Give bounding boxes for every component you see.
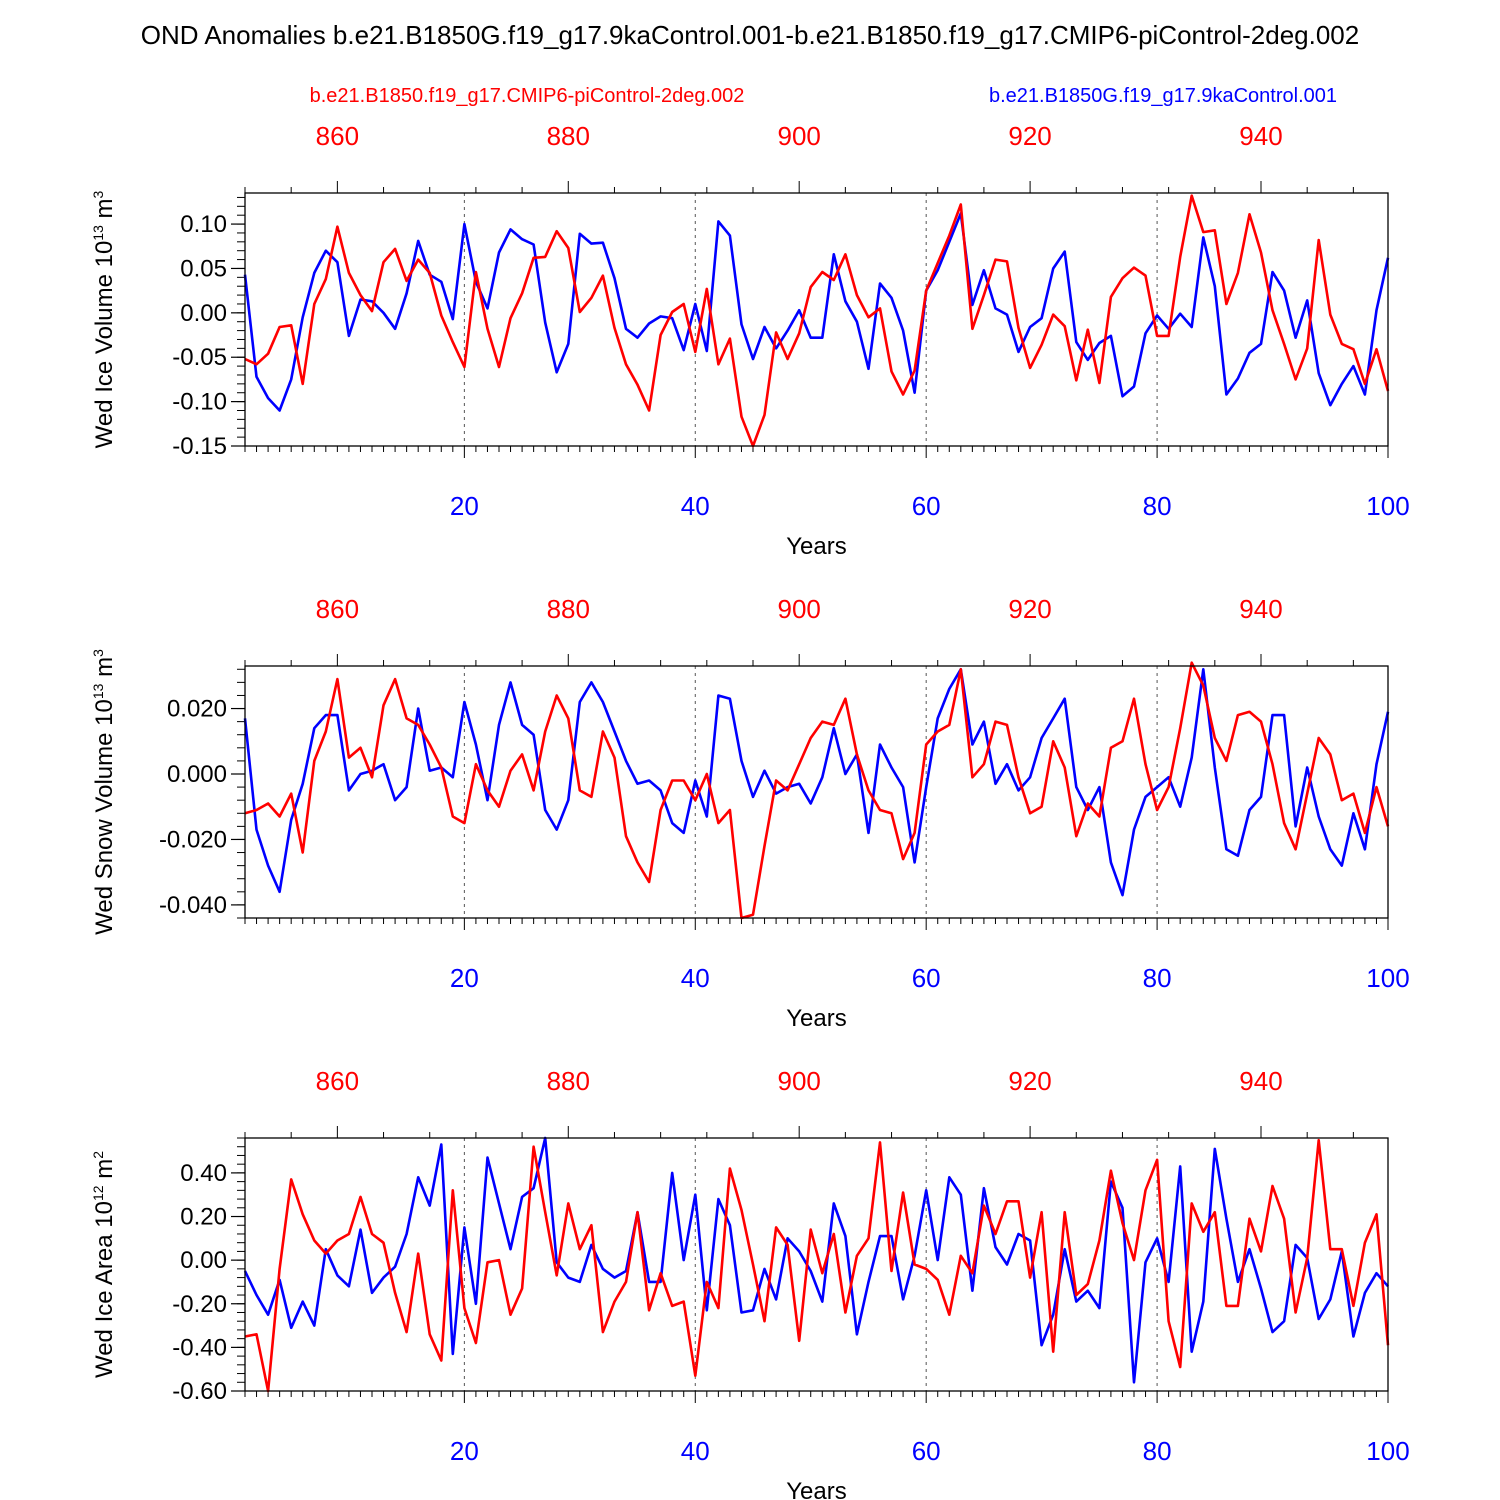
y-label-superscript: 3 <box>90 649 106 657</box>
y-tick-label: -0.05 <box>172 344 227 371</box>
y-tick-label: -0.60 <box>172 1378 227 1405</box>
y-axis-label: Wed Ice Volume 1013 m3 <box>90 190 118 448</box>
x-bottom-tick-label: 80 <box>1143 491 1172 521</box>
x-bottom-tick-label: 80 <box>1143 963 1172 993</box>
x-top-tick-label: 860 <box>316 121 359 151</box>
series-line-experiment <box>243 667 1390 897</box>
x-top-tick-label: 860 <box>316 594 359 624</box>
x-axis-label: Years <box>786 1005 847 1032</box>
x-top-tick-label: 940 <box>1239 121 1282 151</box>
y-label-part: Wed Ice Volume 10 <box>91 241 118 449</box>
x-bottom-tick-label: 80 <box>1143 1436 1172 1466</box>
y-label-superscript: 2 <box>90 1151 106 1159</box>
y-tick-label: 0.000 <box>167 761 227 788</box>
legend-control-run: b.e21.B1850.f19_g17.CMIP6-piControl-2deg… <box>310 85 745 107</box>
panels: 0.10 0.05 0.00 -0.05 -0.10 -0.15 20 40 60 80 100 Ye… <box>90 121 1410 1500</box>
y-tick-label: 0.10 <box>180 211 227 238</box>
series-line-experiment <box>243 1136 1389 1384</box>
y-tick-label: -0.20 <box>172 1291 227 1318</box>
y-tick-label: 0.20 <box>180 1204 227 1231</box>
y-label-superscript: 3 <box>90 190 106 198</box>
y-tick-label: -0.040 <box>159 892 227 919</box>
y-tick-label: -0.10 <box>172 389 227 416</box>
y-label-superscript: 13 <box>90 683 106 699</box>
x-axis-label: Years <box>786 1478 847 1500</box>
plot-frame <box>244 192 1389 447</box>
series-line-control <box>244 661 1390 920</box>
series-line-control <box>244 1138 1390 1393</box>
y-label-part: Wed Ice Area 10 <box>91 1201 118 1378</box>
plot-frame <box>244 1137 1389 1392</box>
x-bottom-tick-label: 40 <box>681 1436 710 1466</box>
x-bottom-tick-label: 100 <box>1366 491 1409 521</box>
y-tick-label: 0.00 <box>180 1247 227 1274</box>
y-label-part: Wed Snow Volume 10 <box>91 699 118 935</box>
y-label-superscript: 12 <box>90 1185 106 1201</box>
y-tick-label: 0.05 <box>180 255 227 282</box>
x-bottom-tick-label: 60 <box>912 491 941 521</box>
y-tick-label: 0.020 <box>167 696 227 723</box>
y-tick-label: -0.020 <box>159 826 227 853</box>
x-top-tick-label: 860 <box>316 1066 359 1096</box>
x-bottom-tick-label: 100 <box>1366 963 1409 993</box>
x-bottom-tick-label: 60 <box>912 963 941 993</box>
x-top-tick-label: 920 <box>1008 121 1051 151</box>
panel-3: 0.40 0.20 0.00 -0.20 -0.40 -0.60 20 40 60 80 100 Ye… <box>90 1066 1410 1500</box>
x-top-tick-label: 920 <box>1008 1066 1051 1096</box>
x-bottom-tick-label: 20 <box>450 1436 479 1466</box>
x-top-tick-label: 900 <box>777 121 820 151</box>
plot-frame <box>244 665 1389 919</box>
y-tick-label: -0.40 <box>172 1334 227 1361</box>
y-label-superscript: 13 <box>90 225 106 241</box>
y-tick-label: 0.40 <box>180 1160 227 1187</box>
legend-experiment-run: b.e21.B1850G.f19_g17.9kaControl.001 <box>989 85 1337 107</box>
x-bottom-tick-label: 60 <box>912 1436 941 1466</box>
x-bottom-tick-label: 100 <box>1366 1436 1409 1466</box>
x-top-tick-label: 940 <box>1239 1066 1282 1096</box>
x-top-tick-label: 920 <box>1008 594 1051 624</box>
x-bottom-tick-label: 40 <box>681 491 710 521</box>
y-axis-label: Wed Ice Area 1012 m2 <box>90 1151 118 1378</box>
chart-title: OND Anomalies b.e21.B1850G.f19_g17.9kaCo… <box>141 20 1359 50</box>
x-bottom-tick-label: 20 <box>450 491 479 521</box>
y-axis-label: Wed Snow Volume 1013 m3 <box>90 649 118 935</box>
x-bottom-tick-label: 40 <box>681 963 710 993</box>
y-label-part: m <box>91 198 118 225</box>
x-top-tick-label: 940 <box>1239 594 1282 624</box>
y-label-part: m <box>91 1159 118 1186</box>
x-axis-label: Years <box>786 533 847 560</box>
x-top-tick-label: 900 <box>777 1066 820 1096</box>
series-line-experiment <box>243 212 1390 412</box>
panel-1: 0.10 0.05 0.00 -0.05 -0.10 -0.15 20 40 60 80 100 Ye… <box>90 121 1410 560</box>
x-top-tick-label: 880 <box>547 121 590 151</box>
x-bottom-tick-label: 20 <box>450 963 479 993</box>
y-tick-label: 0.00 <box>180 300 227 327</box>
y-tick-label: -0.15 <box>172 433 227 460</box>
panel-2: 0.020 0.000 -0.020 -0.040 20 40 60 80 100 Years 86… <box>90 594 1410 1032</box>
x-top-tick-label: 900 <box>777 594 820 624</box>
series-line-control <box>244 194 1390 448</box>
x-top-tick-label: 880 <box>547 594 590 624</box>
x-top-tick-label: 880 <box>547 1066 590 1096</box>
y-label-part: m <box>91 657 118 684</box>
